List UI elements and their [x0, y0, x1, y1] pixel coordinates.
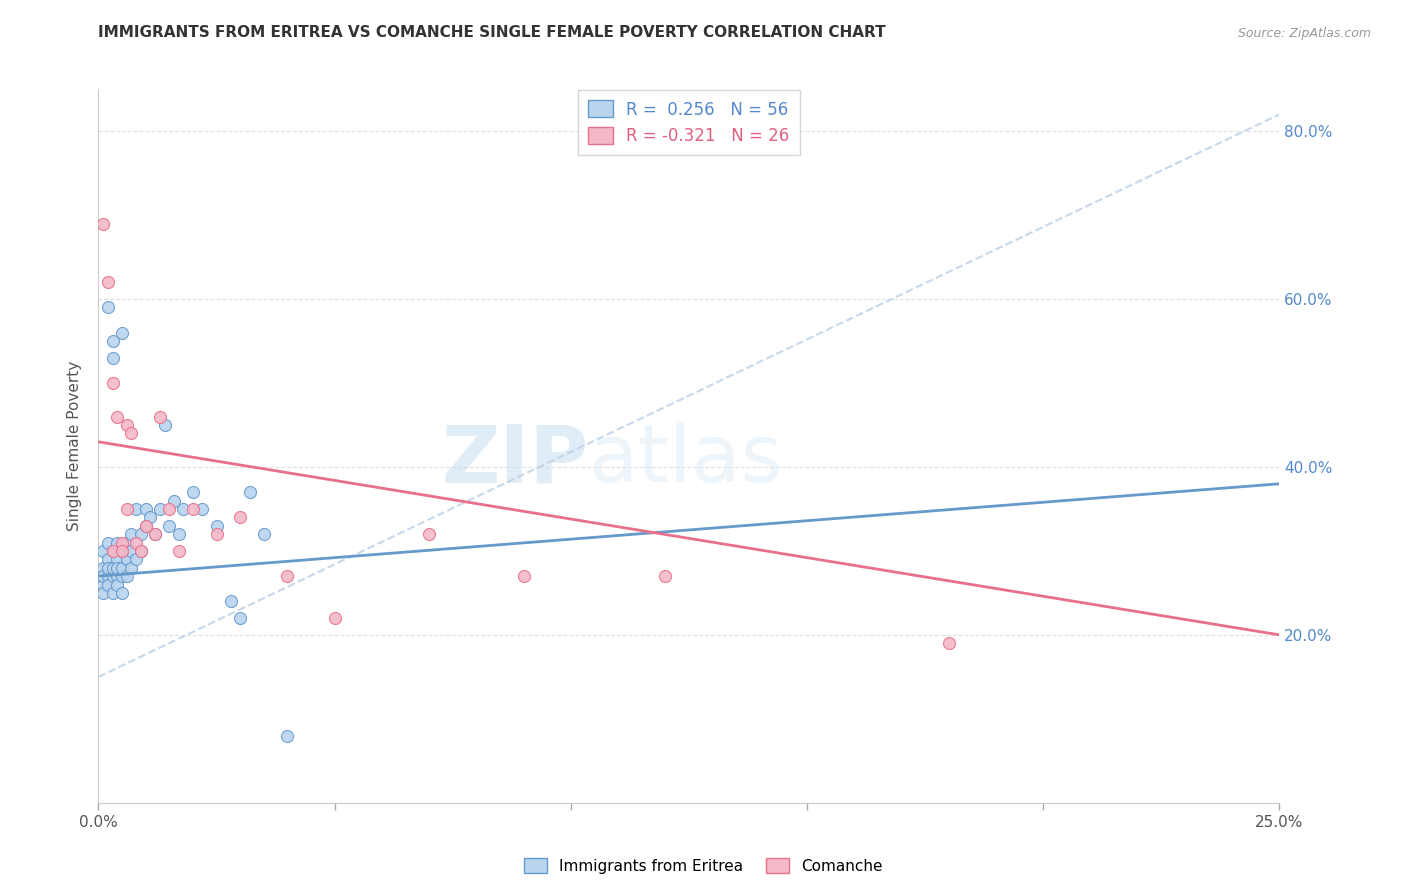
Point [111, 544, 134, 558]
Point [91, 217, 114, 231]
Point [253, 527, 276, 541]
Point [125, 552, 148, 566]
Y-axis label: Single Female Poverty: Single Female Poverty [67, 361, 83, 531]
Text: IMMIGRANTS FROM ERITREA VS COMANCHE SINGLE FEMALE POVERTY CORRELATION CHART: IMMIGRANTS FROM ERITREA VS COMANCHE SING… [98, 25, 886, 40]
Point [91, 560, 114, 574]
Point [121, 426, 143, 441]
Point [654, 569, 676, 583]
Point [139, 510, 162, 524]
Point [121, 560, 143, 574]
Point [97, 577, 120, 591]
Point [172, 502, 194, 516]
Point [101, 569, 124, 583]
Point [91, 577, 114, 591]
Point [105, 535, 128, 549]
Point [121, 544, 143, 558]
Legend: R =  0.256   N = 56, R = -0.321   N = 26: R = 0.256 N = 56, R = -0.321 N = 26 [578, 90, 800, 155]
Point [115, 417, 138, 432]
Point [97, 569, 120, 583]
Point [125, 502, 148, 516]
Point [276, 729, 298, 743]
Point [97, 301, 120, 315]
Point [91, 586, 114, 600]
Point [101, 351, 124, 365]
Point [163, 493, 186, 508]
Point [97, 560, 120, 574]
Point [111, 544, 134, 558]
Point [97, 275, 120, 289]
Point [149, 409, 172, 424]
Point [512, 569, 534, 583]
Point [105, 560, 128, 574]
Point [111, 326, 134, 340]
Point [181, 502, 204, 516]
Point [101, 544, 124, 558]
Point [129, 544, 152, 558]
Point [135, 518, 157, 533]
Point [105, 552, 128, 566]
Point [135, 518, 157, 533]
Point [115, 552, 138, 566]
Point [111, 535, 134, 549]
Point [181, 485, 204, 500]
Point [101, 376, 124, 390]
Point [101, 334, 124, 348]
Point [97, 552, 120, 566]
Point [111, 560, 134, 574]
Point [115, 535, 138, 549]
Point [105, 569, 128, 583]
Point [101, 586, 124, 600]
Point [157, 502, 180, 516]
Point [135, 502, 157, 516]
Point [167, 527, 190, 541]
Point [143, 527, 166, 541]
Point [418, 527, 440, 541]
Point [229, 611, 252, 625]
Point [115, 502, 138, 516]
Point [239, 485, 262, 500]
Point [101, 544, 124, 558]
Point [143, 527, 166, 541]
Point [149, 502, 172, 516]
Point [121, 527, 143, 541]
Point [125, 535, 148, 549]
Legend: Immigrants from Eritrea, Comanche: Immigrants from Eritrea, Comanche [517, 852, 889, 880]
Text: ZIP: ZIP [441, 421, 589, 500]
Point [115, 569, 138, 583]
Point [97, 535, 120, 549]
Point [111, 586, 134, 600]
Point [191, 502, 214, 516]
Point [157, 518, 180, 533]
Point [91, 544, 114, 558]
Point [219, 594, 242, 608]
Point [153, 417, 176, 432]
Point [91, 569, 114, 583]
Point [205, 518, 228, 533]
Point [115, 552, 138, 566]
Text: Source: ZipAtlas.com: Source: ZipAtlas.com [1237, 27, 1371, 40]
Point [129, 527, 152, 541]
Point [129, 544, 152, 558]
Point [111, 569, 134, 583]
Point [205, 527, 228, 541]
Point [105, 577, 128, 591]
Point [101, 560, 124, 574]
Point [276, 569, 298, 583]
Point [167, 544, 190, 558]
Point [105, 409, 128, 424]
Point [938, 636, 960, 650]
Text: atlas: atlas [589, 421, 783, 500]
Point [323, 611, 346, 625]
Point [229, 510, 252, 524]
